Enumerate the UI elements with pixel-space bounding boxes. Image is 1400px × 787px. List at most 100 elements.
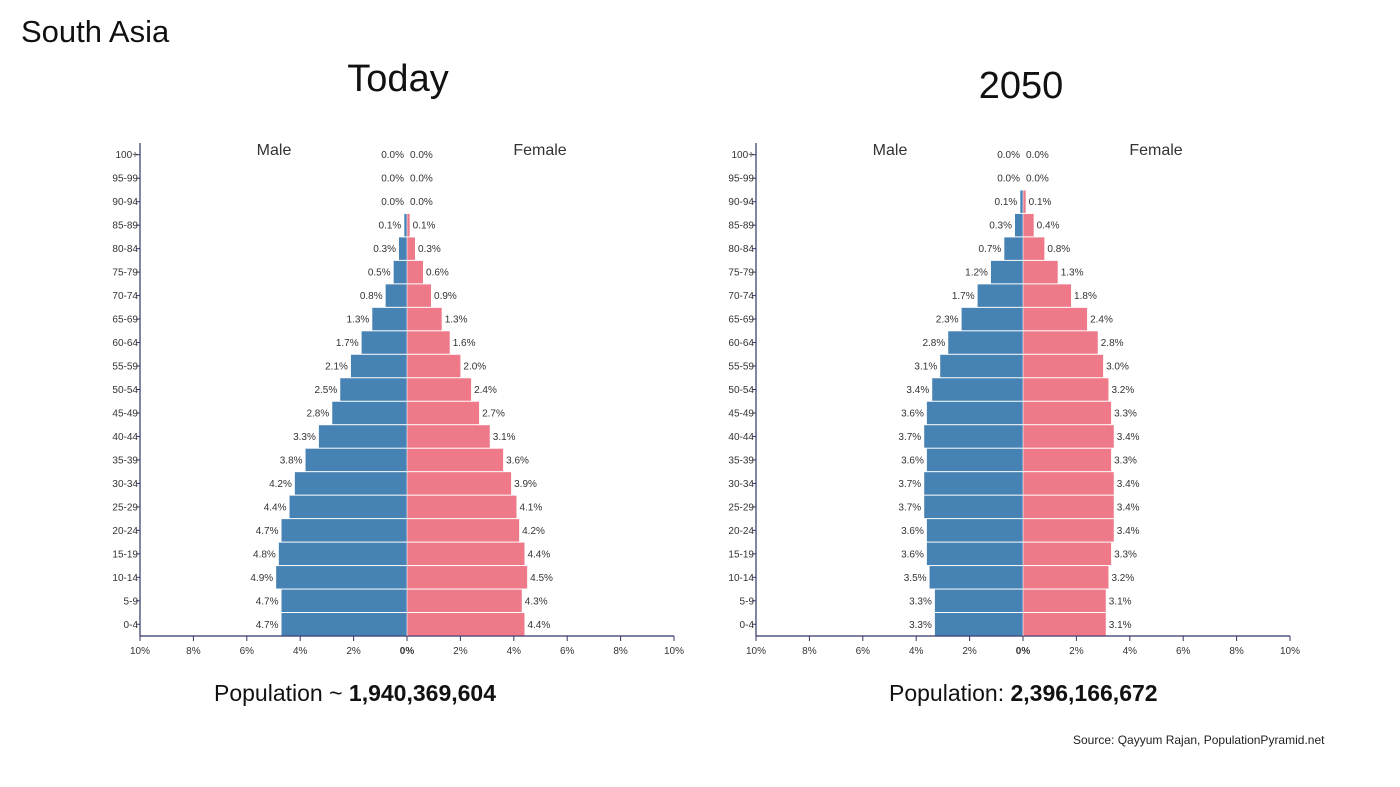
x-tick-label: 0% — [1016, 646, 1031, 657]
male-value-label: 3.1% — [914, 362, 937, 373]
male-bar — [361, 331, 407, 354]
male-bar — [332, 401, 407, 425]
female-value-label: 0.9% — [434, 291, 457, 302]
age-group-label: 60-64 — [728, 338, 754, 349]
female-bar — [1023, 307, 1088, 331]
male-bar — [385, 284, 407, 307]
male-value-label: 4.2% — [269, 479, 292, 490]
male-value-label: 0.1% — [995, 197, 1018, 208]
male-value-label: 3.6% — [901, 408, 924, 419]
age-group-label: 50-54 — [112, 385, 138, 396]
chart-title-today: Today — [347, 58, 449, 100]
male-value-label: 3.5% — [904, 573, 927, 584]
male-value-label: 2.5% — [314, 385, 337, 396]
female-bar — [1023, 589, 1106, 613]
male-bar — [350, 354, 407, 378]
x-tick-label: 2% — [962, 646, 977, 657]
age-group-label: 45-49 — [112, 408, 138, 419]
age-group-label: 55-59 — [112, 362, 138, 373]
male-bar — [1004, 237, 1023, 260]
age-group-label: 40-44 — [112, 432, 138, 443]
population-today: Population ~ 1,940,369,604 — [214, 680, 496, 707]
male-bar — [924, 472, 1023, 495]
x-tick-label: 6% — [240, 646, 255, 657]
male-bar — [932, 378, 1023, 401]
age-group-label: 75-79 — [112, 268, 138, 279]
female-value-label: 0.3% — [418, 244, 441, 255]
male-value-label: 0.0% — [381, 197, 404, 208]
male-bar — [961, 307, 1023, 331]
age-group-label: 10-14 — [728, 573, 754, 584]
female-bar — [407, 401, 480, 425]
female-value-label: 3.9% — [514, 479, 537, 490]
female-value-label: 3.4% — [1117, 479, 1140, 490]
x-tick-label: 2% — [1069, 646, 1084, 657]
age-group-label: 35-39 — [728, 455, 754, 466]
x-tick-label: 4% — [507, 646, 522, 657]
x-tick-label: 2% — [453, 646, 468, 657]
female-value-label: 0.0% — [410, 174, 433, 185]
age-group-label: 25-29 — [112, 502, 138, 513]
female-value-label: 0.0% — [1026, 150, 1049, 161]
female-value-label: 3.2% — [1111, 385, 1134, 396]
male-bar — [926, 542, 1023, 566]
age-group-label: 20-24 — [728, 526, 754, 537]
female-value-label: 4.5% — [530, 573, 553, 584]
male-value-label: 0.7% — [979, 244, 1002, 255]
female-bar — [407, 307, 442, 331]
age-group-label: 80-84 — [728, 244, 754, 255]
female-value-label: 1.3% — [1061, 268, 1084, 279]
source-note: Source: Qayyum Rajan, PopulationPyramid.… — [1073, 733, 1325, 747]
age-group-label: 75-79 — [728, 268, 754, 279]
male-value-label: 0.0% — [997, 174, 1020, 185]
male-bar — [281, 589, 407, 613]
female-bar — [1023, 260, 1058, 284]
male-bar — [926, 448, 1023, 472]
age-group-label: 10-14 — [112, 573, 138, 584]
male-value-label: 0.8% — [360, 291, 383, 302]
population-label: Population: — [889, 680, 1011, 706]
male-value-label: 1.3% — [346, 315, 369, 326]
x-tick-label: 6% — [560, 646, 575, 657]
female-bar — [407, 378, 472, 401]
male-value-label: 2.1% — [325, 362, 348, 373]
female-value-label: 3.4% — [1117, 502, 1140, 513]
male-bar — [281, 519, 407, 542]
female-value-label: 4.2% — [522, 526, 545, 537]
male-value-label: 2.8% — [306, 408, 329, 419]
male-bar — [1014, 213, 1023, 237]
male-value-label: 3.3% — [909, 596, 932, 607]
female-value-label: 3.4% — [1117, 432, 1140, 443]
female-value-label: 3.4% — [1117, 526, 1140, 537]
x-tick-label: 0% — [400, 646, 415, 657]
male-value-label: 0.5% — [368, 268, 391, 279]
male-value-label: 4.8% — [253, 549, 276, 560]
age-group-label: 25-29 — [728, 502, 754, 513]
age-group-label: 45-49 — [728, 408, 754, 419]
male-value-label: 1.2% — [965, 268, 988, 279]
age-group-label: 95-99 — [728, 174, 754, 185]
age-group-label: 55-59 — [728, 362, 754, 373]
male-value-label: 4.7% — [256, 526, 279, 537]
male-value-label: 3.6% — [901, 549, 924, 560]
male-bar — [926, 401, 1023, 425]
age-group-label: 0-4 — [740, 620, 755, 631]
male-bar — [948, 331, 1023, 354]
female-bar — [407, 331, 450, 354]
region-title: South Asia — [21, 14, 170, 49]
male-bar — [404, 213, 407, 237]
female-bar — [407, 237, 416, 260]
male-bar — [393, 260, 407, 284]
male-value-label: 2.3% — [936, 315, 959, 326]
female-value-label: 0.1% — [413, 221, 436, 232]
male-value-label: 1.7% — [336, 338, 359, 349]
female-bar — [1023, 566, 1109, 589]
x-tick-label: 8% — [186, 646, 201, 657]
age-group-label: 0-4 — [124, 620, 139, 631]
female-value-label: 1.6% — [453, 338, 476, 349]
x-tick-label: 6% — [856, 646, 871, 657]
male-value-label: 4.4% — [264, 502, 287, 513]
female-bar — [407, 519, 520, 542]
age-group-label: 60-64 — [112, 338, 138, 349]
male-value-label: 3.7% — [898, 432, 921, 443]
